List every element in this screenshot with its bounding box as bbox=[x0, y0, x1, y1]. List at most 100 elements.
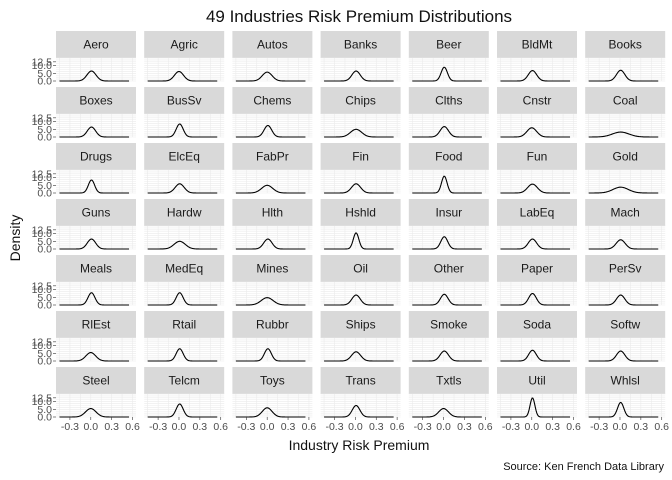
facet-strip bbox=[144, 311, 225, 338]
facet-strip bbox=[320, 87, 401, 114]
facet-panel: Aero 0.05.010.012.5 bbox=[32, 31, 136, 88]
facet-strip bbox=[408, 143, 489, 170]
facet-strip-label: Insur bbox=[435, 206, 462, 220]
facet-strip bbox=[497, 255, 577, 282]
facet-strip bbox=[56, 31, 136, 58]
y-tick-label: 5.0 bbox=[37, 180, 52, 192]
x-tick-label: 0.6 bbox=[654, 421, 669, 433]
x-tick-label: 0.3 bbox=[634, 421, 649, 433]
facet-strip bbox=[585, 143, 666, 170]
density-curve bbox=[147, 123, 218, 138]
density-curve bbox=[500, 70, 571, 82]
facet-strip bbox=[320, 143, 401, 170]
facet-strip-label: Fin bbox=[352, 150, 369, 164]
facet-panel: Toys -0.3 0.0 0.3 0.6 bbox=[232, 367, 316, 433]
x-tick-label: 0.0 bbox=[172, 421, 187, 433]
facet-strip-label: Mines bbox=[256, 262, 288, 276]
density-curve bbox=[500, 183, 571, 194]
density-curve bbox=[324, 404, 394, 418]
facet-strip bbox=[408, 311, 489, 338]
facet-strip bbox=[497, 199, 577, 226]
chart-caption: Source: Ken French Data Library bbox=[503, 461, 664, 473]
x-tick-label: 0.3 bbox=[281, 421, 296, 433]
facet-panel: Hlth bbox=[232, 199, 313, 250]
facet-strip-label: Soda bbox=[523, 318, 551, 332]
facet-strip bbox=[497, 87, 577, 114]
x-tick-label: -0.3 bbox=[149, 421, 167, 433]
density-curve bbox=[588, 350, 659, 362]
facet-panel: Fun bbox=[497, 143, 577, 194]
facet-strip bbox=[144, 143, 225, 170]
facet-panel: Chips bbox=[320, 87, 401, 138]
facet-strip bbox=[408, 367, 489, 394]
facet-strip bbox=[144, 31, 225, 58]
facet-panel: PerSv bbox=[585, 255, 666, 306]
x-tick-label: 0.0 bbox=[348, 421, 363, 433]
facet-strip-label: Food bbox=[435, 150, 462, 164]
facet-panel: Rubbr bbox=[232, 311, 313, 362]
facet-strip bbox=[56, 143, 136, 170]
y-tick-label: 10.0 bbox=[32, 396, 53, 408]
density-curve bbox=[324, 351, 394, 362]
facet-panel: Fin bbox=[320, 143, 401, 194]
y-axis-label: Density bbox=[7, 215, 23, 262]
facet-panel: Util -0.3 0.0 0.3 0.6 bbox=[497, 367, 581, 433]
facet-panel: Txtls -0.3 0.0 0.3 0.6 bbox=[408, 367, 493, 433]
facet-panel: Clths bbox=[408, 87, 489, 138]
facet-strip bbox=[408, 87, 489, 114]
x-axis-label: Industry Risk Premium bbox=[289, 437, 430, 453]
facet-strip-label: Meals bbox=[80, 262, 112, 276]
facet-panel: Drugs 0.05.010.012.5 bbox=[32, 143, 136, 200]
facet-strip bbox=[585, 87, 666, 114]
density-curve bbox=[324, 294, 394, 306]
y-tick-label: 12.5 bbox=[32, 112, 53, 124]
y-tick-label: 0.0 bbox=[37, 356, 52, 368]
y-tick-label: 10.0 bbox=[32, 284, 53, 296]
facet-strip bbox=[497, 311, 577, 338]
density-curve bbox=[588, 131, 659, 138]
density-curve bbox=[324, 183, 394, 194]
facet-strip bbox=[56, 255, 136, 282]
y-tick-label: 10.0 bbox=[32, 172, 53, 184]
facet-strip-label: Beer bbox=[436, 38, 461, 52]
facet-panel: Telcm -0.3 0.0 0.3 0.6 bbox=[144, 367, 228, 433]
facet-strip-label: Boxes bbox=[79, 94, 112, 108]
facet-strip-label: Hlth bbox=[262, 206, 283, 220]
facet-strip-label: Other bbox=[434, 262, 464, 276]
x-tick-label: 0.0 bbox=[83, 421, 98, 433]
facet-strip-label: Hshld bbox=[345, 206, 376, 220]
density-curve bbox=[235, 124, 306, 138]
facet-panel: Coal bbox=[585, 87, 666, 138]
x-tick-label: -0.3 bbox=[61, 421, 79, 433]
density-curve bbox=[324, 232, 394, 250]
facet-strip bbox=[232, 31, 313, 58]
y-tick-label: 0.0 bbox=[37, 244, 52, 256]
x-tick-label: 0.3 bbox=[193, 421, 208, 433]
facet-panel: MedEq bbox=[144, 255, 225, 306]
y-tick-label: 0.0 bbox=[37, 76, 52, 88]
facet-strip bbox=[56, 311, 136, 338]
density-curve bbox=[588, 239, 659, 250]
facet-panel: Gold bbox=[585, 143, 666, 194]
x-tick-label: -0.3 bbox=[502, 421, 520, 433]
x-tick-label: 0.3 bbox=[369, 421, 384, 433]
y-tick-label: 5.0 bbox=[37, 348, 52, 360]
facet-strip bbox=[408, 199, 489, 226]
facet-panel: Other bbox=[408, 255, 489, 306]
facet-strip-label: Fun bbox=[527, 150, 548, 164]
facet-strip bbox=[320, 367, 401, 394]
facet-strip-label: Drugs bbox=[80, 150, 112, 164]
facet-strip-label: Aero bbox=[83, 38, 109, 52]
x-tick-label: 0.6 bbox=[302, 421, 317, 433]
facet-strip bbox=[232, 255, 313, 282]
x-tick-label: -0.3 bbox=[590, 421, 608, 433]
facet-strip bbox=[585, 255, 666, 282]
facet-strip-label: Hardw bbox=[167, 206, 202, 220]
facet-panel: BldMt bbox=[497, 31, 577, 82]
y-tick-label: 12.5 bbox=[32, 392, 53, 404]
facet-strip-label: Guns bbox=[82, 206, 111, 220]
facet-panel: Banks bbox=[320, 31, 401, 82]
facet-strip bbox=[320, 31, 401, 58]
